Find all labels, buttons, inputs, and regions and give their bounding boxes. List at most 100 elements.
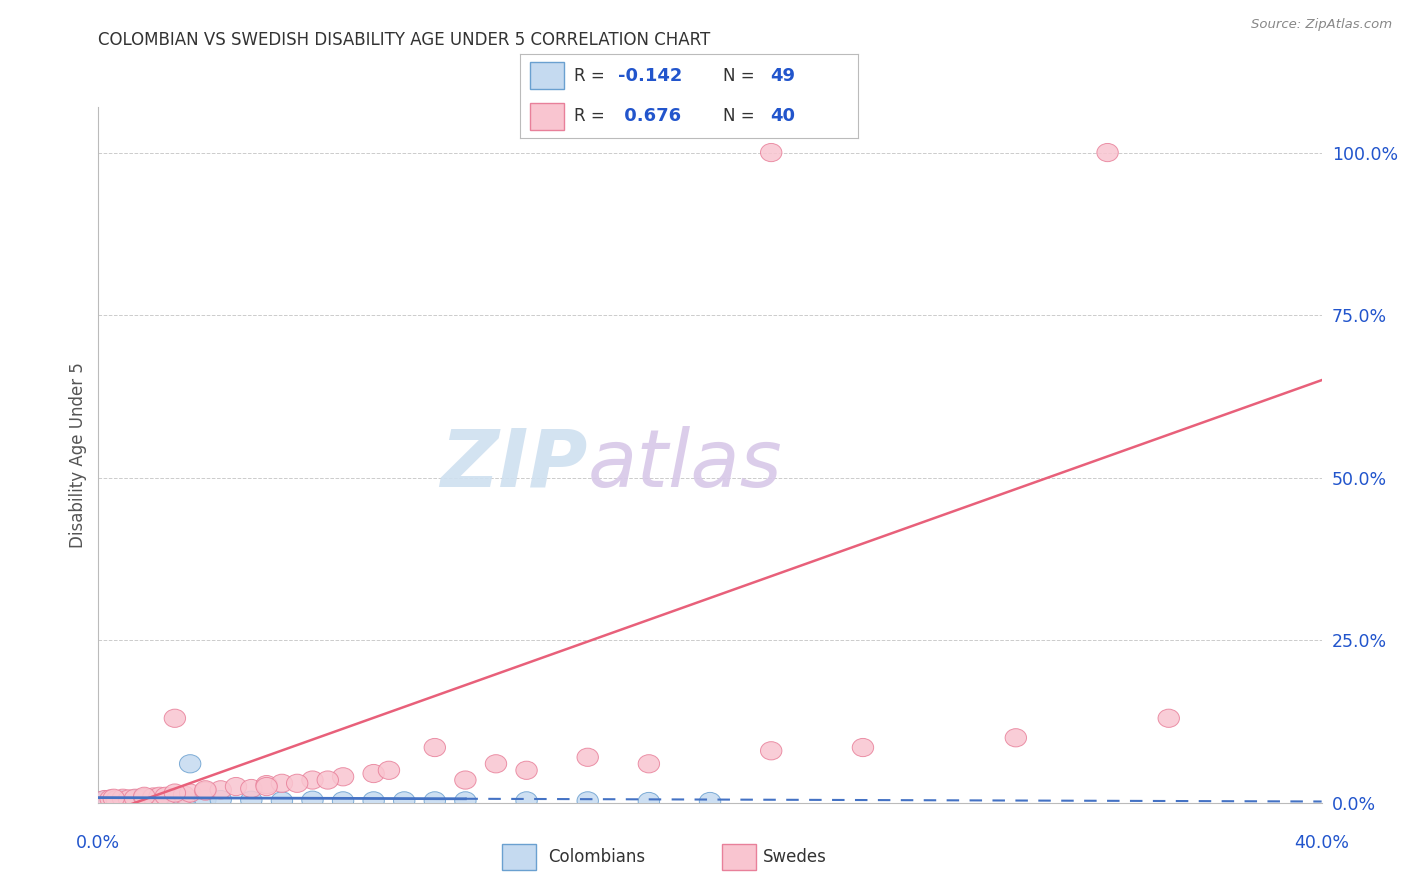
Ellipse shape xyxy=(134,788,155,805)
Text: atlas: atlas xyxy=(588,425,783,504)
Text: 40: 40 xyxy=(770,107,794,125)
FancyBboxPatch shape xyxy=(530,62,564,89)
Ellipse shape xyxy=(100,792,121,810)
Ellipse shape xyxy=(173,790,195,809)
Ellipse shape xyxy=(143,788,165,806)
Ellipse shape xyxy=(162,789,183,808)
Ellipse shape xyxy=(852,739,873,756)
Ellipse shape xyxy=(149,788,170,805)
Ellipse shape xyxy=(165,784,186,802)
Ellipse shape xyxy=(1005,729,1026,747)
Ellipse shape xyxy=(240,791,262,809)
Ellipse shape xyxy=(105,792,128,810)
Text: -0.142: -0.142 xyxy=(619,67,682,85)
Ellipse shape xyxy=(638,755,659,772)
Ellipse shape xyxy=(454,771,477,789)
Ellipse shape xyxy=(516,792,537,810)
Ellipse shape xyxy=(761,144,782,161)
Ellipse shape xyxy=(136,790,157,809)
Ellipse shape xyxy=(112,791,134,809)
FancyBboxPatch shape xyxy=(723,844,755,871)
Text: 49: 49 xyxy=(770,67,794,85)
Ellipse shape xyxy=(302,771,323,789)
Text: 0.0%: 0.0% xyxy=(76,834,121,852)
Ellipse shape xyxy=(394,792,415,810)
Text: R =: R = xyxy=(574,107,610,125)
Ellipse shape xyxy=(165,709,186,727)
Ellipse shape xyxy=(134,791,155,809)
Text: 0.676: 0.676 xyxy=(619,107,681,125)
Ellipse shape xyxy=(167,790,188,809)
Ellipse shape xyxy=(127,790,148,809)
Ellipse shape xyxy=(332,792,354,810)
Ellipse shape xyxy=(139,789,162,808)
Ellipse shape xyxy=(425,739,446,756)
Ellipse shape xyxy=(318,771,339,789)
Ellipse shape xyxy=(195,780,217,799)
Ellipse shape xyxy=(101,791,122,809)
Ellipse shape xyxy=(1097,144,1118,161)
Text: Swedes: Swedes xyxy=(763,848,827,866)
Ellipse shape xyxy=(120,791,141,809)
Ellipse shape xyxy=(761,741,782,760)
Ellipse shape xyxy=(271,774,292,792)
Ellipse shape xyxy=(143,791,165,809)
Ellipse shape xyxy=(225,778,246,796)
Ellipse shape xyxy=(180,755,201,772)
Ellipse shape xyxy=(97,790,118,809)
Ellipse shape xyxy=(195,782,217,800)
Ellipse shape xyxy=(173,786,195,804)
Ellipse shape xyxy=(91,792,112,810)
Ellipse shape xyxy=(103,791,124,809)
Ellipse shape xyxy=(576,792,599,810)
Ellipse shape xyxy=(146,790,167,809)
Text: ZIP: ZIP xyxy=(440,425,588,504)
Ellipse shape xyxy=(209,790,232,809)
Ellipse shape xyxy=(195,790,217,809)
Ellipse shape xyxy=(576,748,599,766)
Ellipse shape xyxy=(240,780,262,797)
Ellipse shape xyxy=(100,789,121,808)
FancyBboxPatch shape xyxy=(502,844,536,871)
Ellipse shape xyxy=(155,788,176,805)
Ellipse shape xyxy=(638,792,659,811)
Ellipse shape xyxy=(124,789,146,808)
Ellipse shape xyxy=(103,789,124,807)
Ellipse shape xyxy=(699,792,721,811)
Ellipse shape xyxy=(94,791,115,809)
Ellipse shape xyxy=(287,774,308,792)
Ellipse shape xyxy=(256,778,277,796)
Ellipse shape xyxy=(112,789,134,807)
Ellipse shape xyxy=(155,790,176,809)
Text: N =: N = xyxy=(723,107,759,125)
Text: N =: N = xyxy=(723,67,759,85)
Ellipse shape xyxy=(256,775,277,794)
Ellipse shape xyxy=(131,790,152,809)
Ellipse shape xyxy=(111,791,132,809)
Ellipse shape xyxy=(93,792,114,810)
Ellipse shape xyxy=(516,761,537,780)
Ellipse shape xyxy=(114,790,135,809)
Ellipse shape xyxy=(363,792,384,810)
Ellipse shape xyxy=(209,780,232,799)
Ellipse shape xyxy=(128,791,149,809)
Ellipse shape xyxy=(271,792,292,810)
Ellipse shape xyxy=(94,790,115,809)
Ellipse shape xyxy=(332,768,354,786)
Text: R =: R = xyxy=(574,67,610,85)
Ellipse shape xyxy=(149,789,170,808)
Ellipse shape xyxy=(485,755,506,772)
Ellipse shape xyxy=(105,790,128,809)
Y-axis label: Disability Age Under 5: Disability Age Under 5 xyxy=(69,362,87,548)
Ellipse shape xyxy=(363,764,384,782)
Ellipse shape xyxy=(425,792,446,810)
Ellipse shape xyxy=(134,789,155,806)
Text: 40.0%: 40.0% xyxy=(1294,834,1350,852)
FancyBboxPatch shape xyxy=(530,103,564,130)
Ellipse shape xyxy=(302,791,323,809)
Ellipse shape xyxy=(1159,709,1180,727)
Ellipse shape xyxy=(118,791,139,809)
Ellipse shape xyxy=(115,790,136,809)
Ellipse shape xyxy=(454,792,477,810)
Ellipse shape xyxy=(110,790,131,809)
